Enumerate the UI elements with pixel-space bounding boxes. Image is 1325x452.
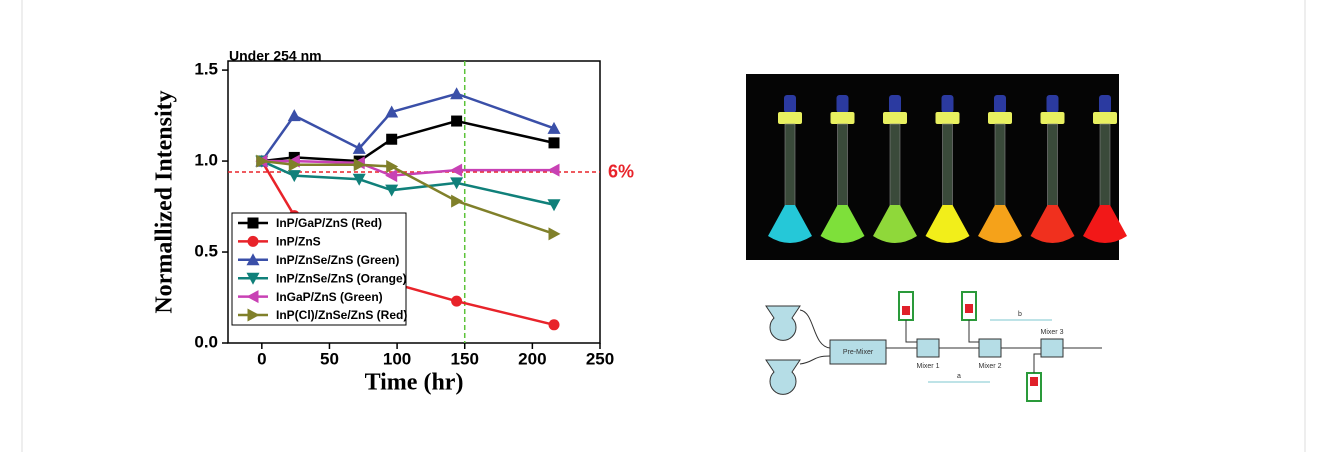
figure: Under 254 nm Time (hr) Normallized Inten… xyxy=(0,0,1325,452)
marker xyxy=(549,137,560,148)
mixer-label: Mixer 1 xyxy=(917,363,940,370)
flask-stopper xyxy=(831,112,855,124)
reference-label: 6% xyxy=(608,162,634,182)
marker xyxy=(386,134,397,145)
flask-cap xyxy=(942,95,954,113)
flask-stopper xyxy=(1041,112,1065,124)
flask-stopper xyxy=(936,112,960,124)
flask-cap xyxy=(994,95,1006,113)
marker xyxy=(248,236,259,247)
distance-label: a xyxy=(957,373,961,380)
marker xyxy=(288,109,301,121)
y-axis-label: Normallized Intensity xyxy=(152,90,178,313)
marker xyxy=(548,199,561,211)
x-tick-label: 150 xyxy=(451,349,479,368)
flask-neck xyxy=(890,124,900,206)
x-tick-label: 100 xyxy=(383,349,411,368)
flask-cap xyxy=(1047,95,1059,113)
flask-stopper xyxy=(1093,112,1117,124)
x-tick-label: 0 xyxy=(257,349,266,368)
flask-cap xyxy=(1099,95,1111,113)
legend-label: InP(Cl)/ZnSe/ZnS (Red) xyxy=(276,308,407,322)
flask-cap xyxy=(837,95,849,113)
series-line xyxy=(262,121,554,161)
y-tick-label: 1.5 xyxy=(194,60,218,79)
y-tick-label: 0.0 xyxy=(194,332,218,351)
x-axis-label: Time (hr) xyxy=(365,370,464,396)
flask-neck xyxy=(995,124,1005,206)
marker xyxy=(451,116,462,127)
distance-label: b xyxy=(1018,311,1022,318)
legend-label: InP/ZnS xyxy=(276,235,321,249)
x-tick-label: 250 xyxy=(586,349,614,368)
flask-neck xyxy=(1048,124,1058,206)
flow-diagram xyxy=(766,292,1102,401)
marker xyxy=(450,87,463,99)
flask-neck xyxy=(785,124,795,206)
legend-label: InP/ZnSe/ZnS (Green) xyxy=(276,253,399,267)
flask-neck xyxy=(943,124,953,206)
mixer-label: Mixer 2 xyxy=(979,363,1002,370)
series-line xyxy=(262,161,554,205)
y-tick-label: 1.0 xyxy=(194,151,218,170)
x-tick-label: 50 xyxy=(320,349,339,368)
flask-stopper xyxy=(778,112,802,124)
mixer-label: Mixer 3 xyxy=(1041,329,1064,336)
flask-neck xyxy=(838,124,848,206)
marker xyxy=(548,164,560,177)
photo xyxy=(746,74,1127,260)
legend-label: InGaP/ZnS (Green) xyxy=(276,290,383,304)
marker xyxy=(451,195,463,208)
series-line xyxy=(262,161,554,176)
flask-stopper xyxy=(988,112,1012,124)
legend-label: InP/GaP/ZnS (Red) xyxy=(276,216,382,230)
flask-neck xyxy=(1100,124,1110,206)
marker xyxy=(549,227,561,240)
flask-cap xyxy=(889,95,901,113)
marker xyxy=(549,319,560,330)
marker xyxy=(450,164,462,177)
series-line xyxy=(262,94,554,161)
marker xyxy=(451,296,462,307)
marker xyxy=(248,218,259,229)
legend-label: InP/ZnSe/ZnS (Orange) xyxy=(276,271,407,285)
y-tick-label: 0.5 xyxy=(194,242,218,261)
pre-mixer-label: Pre-Mixer xyxy=(843,349,874,356)
x-tick-label: 200 xyxy=(518,349,546,368)
flask-cap xyxy=(784,95,796,113)
flask-stopper xyxy=(883,112,907,124)
